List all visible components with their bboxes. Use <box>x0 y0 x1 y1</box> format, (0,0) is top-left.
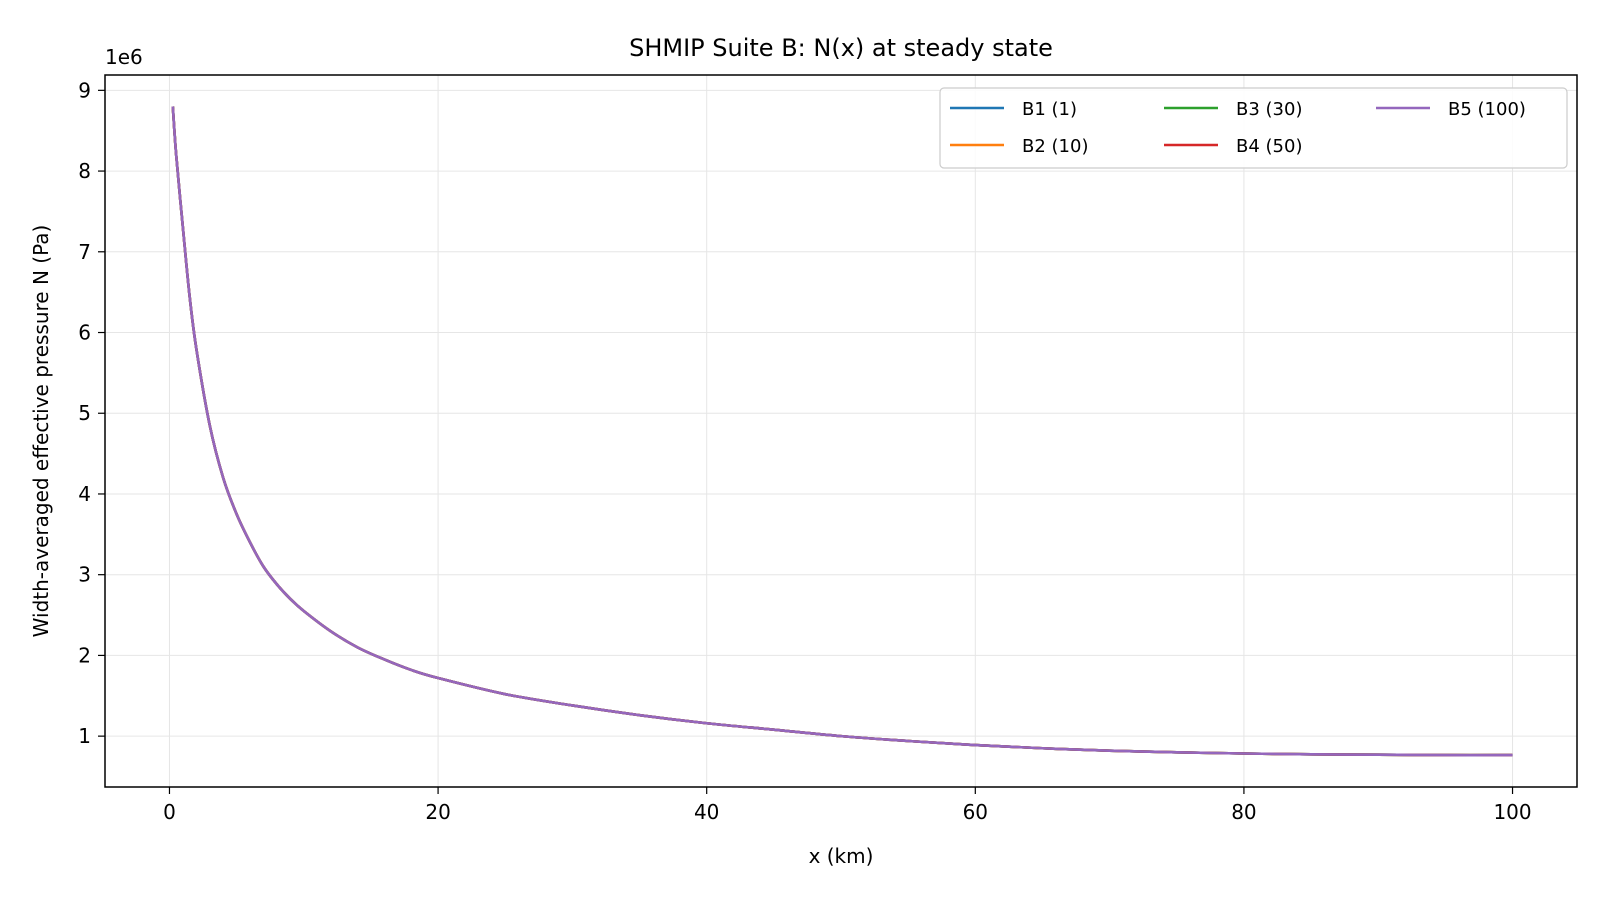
y-tick-label: 5 <box>78 401 91 425</box>
legend-label: B3 (30) <box>1236 99 1302 120</box>
y-tick-label: 4 <box>78 482 91 506</box>
y-axis-ticks: 1 2 3 4 5 6 7 8 9 <box>78 78 105 748</box>
y-axis-label: Width-averaged effective pressure N (Pa) <box>29 225 53 638</box>
y-tick-label: 9 <box>78 78 91 102</box>
series-line-4 <box>171 106 1513 757</box>
x-tick-label: 80 <box>1231 800 1256 824</box>
x-tick-label: 0 <box>163 800 176 824</box>
legend-label: B4 (50) <box>1236 136 1302 157</box>
series-line-2 <box>171 106 1513 757</box>
plot-series <box>171 106 1513 757</box>
y-tick-label: 7 <box>78 240 91 264</box>
y-tick-label: 3 <box>78 563 91 587</box>
plot-area-frame <box>104 74 1578 788</box>
legend-label: B2 (10) <box>1022 136 1088 157</box>
grid <box>105 75 1577 787</box>
y-tick-label: 1 <box>78 724 91 748</box>
x-tick-label: 40 <box>694 800 719 824</box>
x-tick-label: 60 <box>963 800 988 824</box>
chart-title: SHMIP Suite B: N(x) at steady state <box>629 34 1053 62</box>
legend-label: B5 (100) <box>1448 99 1526 120</box>
y-tick-label: 6 <box>78 321 91 345</box>
legend: B1 (1) B2 (10) B3 (30) B4 (50) B5 (100) <box>939 87 1568 169</box>
y-axis-offset-text: 1e6 <box>105 45 143 69</box>
y-tick-label: 2 <box>78 643 91 667</box>
y-tick-label: 8 <box>78 159 91 183</box>
x-tick-label: 20 <box>425 800 450 824</box>
series-line-3 <box>171 106 1513 757</box>
x-axis-label: x (km) <box>809 844 874 868</box>
x-axis-ticks: 0 20 40 60 80 100 <box>163 787 1532 824</box>
series-line-5 <box>171 106 1513 757</box>
x-tick-label: 100 <box>1493 800 1531 824</box>
series-line-1 <box>171 106 1513 757</box>
legend-label: B1 (1) <box>1022 99 1077 120</box>
